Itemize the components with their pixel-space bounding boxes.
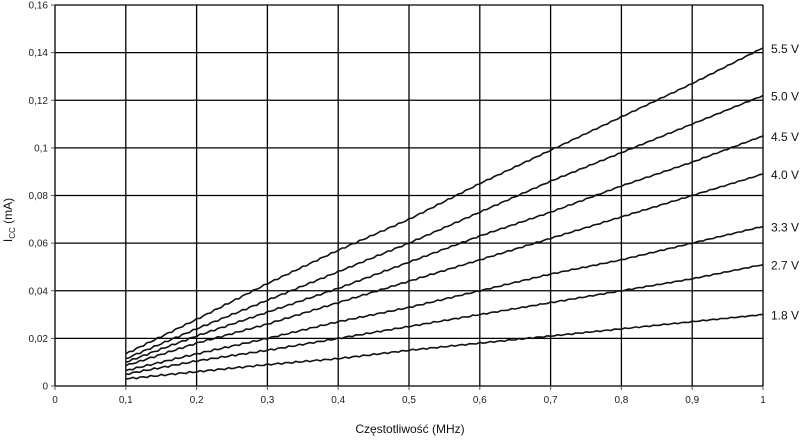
x-tick-label: 0,2 (190, 395, 204, 406)
series-line (125, 173, 764, 367)
grid (54, 4, 764, 387)
y-tick-label: 0,12 (29, 96, 49, 107)
y-axis-label-sub: CC (8, 227, 17, 239)
series-line (125, 263, 764, 376)
y-axis-label-main: I (1, 239, 15, 242)
x-tick-label: 0,1 (119, 395, 133, 406)
series-label: 5.0 V (771, 89, 799, 103)
series-lines (125, 47, 764, 380)
series-line (125, 135, 764, 363)
x-tick-label: 0,4 (331, 395, 345, 406)
x-tick-label: 0,5 (402, 395, 416, 406)
series-label: 3.3 V (771, 220, 799, 234)
x-axis-label: Częstotliwość (MHz) (355, 422, 464, 436)
x-tick-label: 0,6 (473, 395, 487, 406)
axes (51, 4, 764, 390)
x-tick-label: 0,8 (614, 395, 628, 406)
y-axis-label: ICC (mA) (1, 198, 17, 242)
series-label: 1.8 V (771, 309, 799, 323)
x-tick-label: 0,9 (685, 395, 699, 406)
y-tick-label: 0 (42, 382, 48, 393)
y-tick-label: 0,04 (29, 286, 49, 297)
series-label: 4.0 V (771, 168, 799, 182)
y-tick-label: 0,02 (29, 334, 49, 345)
x-tick-label: 1 (760, 395, 766, 406)
x-tick-label: 0 (52, 395, 58, 406)
y-tick-labels: 0 0,02 0,04 0,06 0,08 0,1 0,12 0,14 0,16 (29, 1, 49, 393)
y-tick-label: 0,14 (29, 48, 49, 59)
series-line (125, 47, 764, 355)
y-tick-label: 0,06 (29, 239, 49, 250)
series-labels: 5.5 V 5.0 V 4.5 V 4.0 V 3.3 V 2.7 V 1.8 V (771, 42, 799, 323)
series-line (125, 313, 764, 380)
x-tick-label: 0,3 (260, 395, 274, 406)
y-tick-label: 0,16 (29, 1, 49, 12)
series-label: 5.5 V (771, 42, 799, 56)
series-label: 2.7 V (771, 259, 799, 273)
y-tick-label: 0,08 (29, 191, 49, 202)
x-tick-labels: 0 0,1 0,2 0,3 0,4 0,5 0,6 0,7 0,8 0,9 1 (52, 395, 766, 406)
series-line (125, 225, 764, 372)
x-tick-label: 0,7 (544, 395, 558, 406)
y-axis-label-rest: (mA) (1, 198, 15, 227)
series-label: 4.5 V (771, 130, 799, 144)
series-line (125, 94, 764, 360)
y-tick-label: 0,1 (34, 143, 48, 154)
